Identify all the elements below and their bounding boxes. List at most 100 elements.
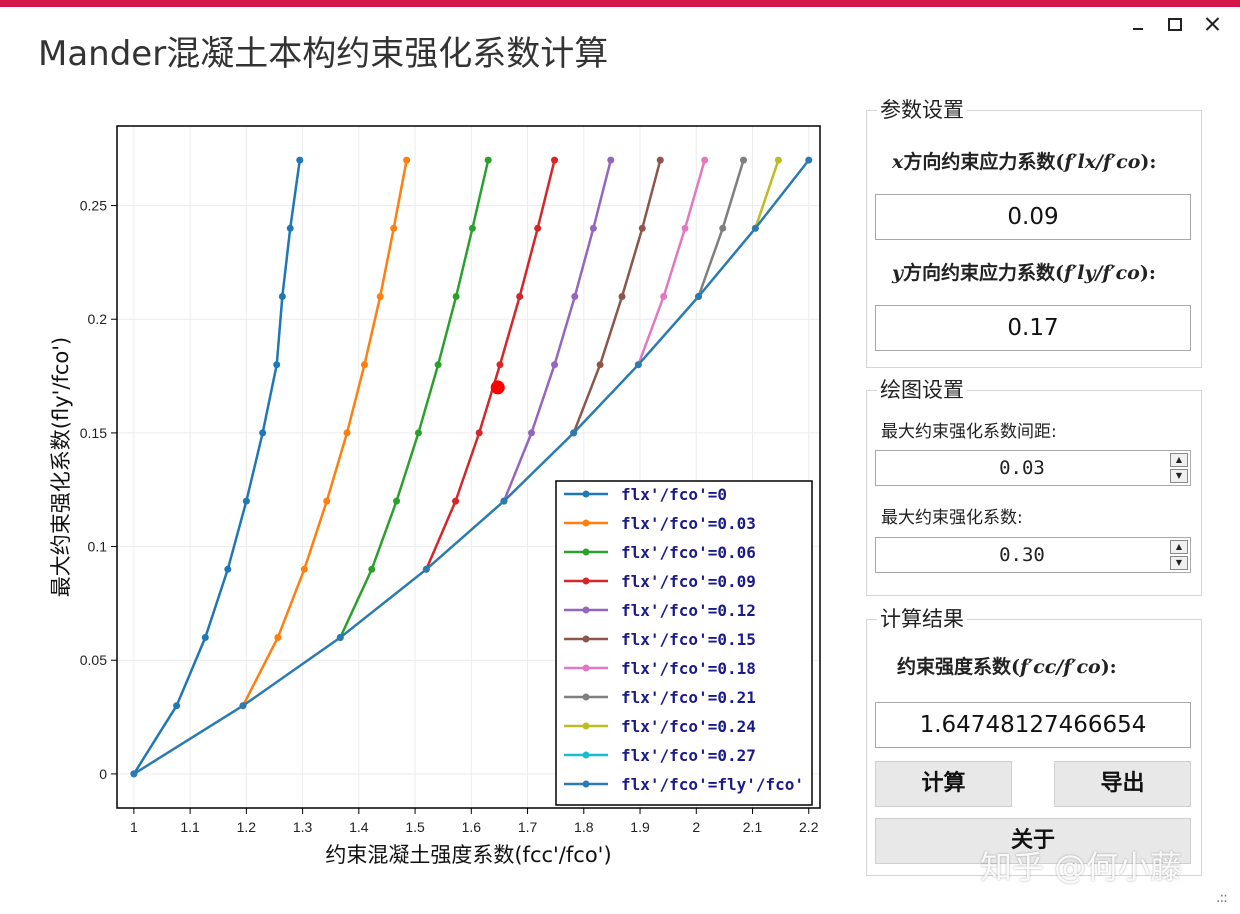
spacing-down-arrow-icon[interactable]: ▼ [1170, 469, 1188, 483]
legend-label: flx'/fco'=0.27 [621, 746, 756, 765]
spacing-label: 最大约束强化系数间距: [881, 422, 1057, 442]
x-coef-label: x方向约束应力系数(f′lx/f′co): [892, 151, 1157, 173]
export-button[interactable]: 导出 [1054, 761, 1191, 807]
series-point-6 [681, 224, 689, 232]
series-point-3 [496, 361, 504, 369]
minimize-icon[interactable] [1127, 12, 1151, 36]
series-point-10 [695, 293, 703, 300]
series-point-2 [393, 497, 401, 505]
max-down-arrow-icon[interactable]: ▼ [1170, 556, 1188, 570]
series-point-2 [452, 293, 460, 300]
spacing-stepper[interactable]: 0.03 ▲ ▼ [875, 450, 1191, 486]
legend-box [555, 480, 813, 806]
series-line-4 [502, 159, 612, 502]
series-point-0 [273, 361, 281, 369]
plot-frame [116, 125, 821, 809]
about-button[interactable]: 关于 [875, 818, 1191, 864]
series-point-10 [422, 565, 430, 573]
series-point-10 [634, 361, 642, 369]
legend-label: flx'/fco'=0.03 [621, 514, 756, 533]
series-point-2 [414, 429, 422, 437]
series-point-0 [242, 497, 250, 505]
x-tick-label: 2.1 [743, 819, 763, 835]
legend-label: flx'/fco'=0.18 [621, 659, 756, 678]
window-title: Mander混凝土本构约束强化系数计算 [38, 34, 609, 74]
series-point-10 [130, 770, 138, 778]
series-point-6 [701, 156, 709, 164]
series-point-1 [323, 497, 331, 505]
plot-settings-title: 绘图设置 [877, 377, 967, 403]
maximize-icon[interactable] [1163, 12, 1187, 36]
x-tick-label: 1 [130, 819, 138, 835]
x-tick-label: 1.7 [518, 819, 538, 835]
close-icon[interactable] [1201, 12, 1225, 36]
series-point-6 [660, 293, 668, 300]
series-point-8 [774, 156, 782, 164]
legend-label: flx'/fco'=fly'/fco' [621, 775, 804, 794]
confinement-chart: 1 1.1 1.2 1.3 1.4 1.5 1.6 1.7 1.8 1.9 2 2.1 2.2 0 0.05… [49, 125, 821, 867]
params-group-title: 参数设置 [877, 97, 967, 123]
resize-grip-icon[interactable]: .:: [1216, 890, 1228, 906]
plot-settings-group: 绘图设置 最大约束强化系数间距: 0.03 ▲ ▼ 最大约束强化系数: 0.30… [866, 377, 1202, 596]
series-point-10 [336, 634, 344, 641]
params-group: 参数设置 x方向约束应力系数(f′lx/f′co): 0.09 y方向约束应力系… [866, 97, 1202, 368]
series-point-0 [224, 565, 232, 573]
series-point-0 [286, 224, 294, 232]
x-coef-input[interactable]: 0.09 [875, 194, 1191, 240]
result-group: 计算结果 约束强度系数(f′cc/f′co): 1.64748127466654… [866, 606, 1202, 876]
highlight-point [490, 380, 505, 395]
legend-label: flx'/fco'=0 [621, 485, 727, 504]
legend-swatch-point [582, 519, 590, 527]
max-coef-stepper[interactable]: 0.30 ▲ ▼ [875, 537, 1191, 573]
x-tick-label: 1.6 [462, 819, 482, 835]
x-tick-label: 1.2 [237, 819, 257, 835]
series-point-2 [368, 565, 376, 573]
series-point-2 [468, 224, 476, 232]
y-tick-label: 0 [99, 766, 107, 782]
series-point-0 [259, 429, 267, 437]
series-point-10 [239, 702, 247, 710]
series-point-4 [607, 156, 615, 164]
result-group-title: 计算结果 [877, 606, 967, 632]
series-line-8 [754, 159, 780, 229]
series-line-3 [425, 159, 556, 570]
y-tick-label: 0.05 [80, 652, 107, 668]
legend-label: flx'/fco'=0.15 [621, 630, 756, 649]
watermark: 知乎 @何小藤 [980, 848, 1183, 886]
series-line-5 [572, 159, 662, 434]
y-axis-label: 最大约束强化系数(fly'/fco') [49, 337, 73, 597]
y-coef-input[interactable]: 0.17 [875, 305, 1191, 351]
series-point-1 [390, 224, 398, 232]
y-tick-label: 0.25 [80, 198, 107, 214]
calculate-button[interactable]: 计算 [875, 761, 1012, 807]
series-point-5 [638, 224, 646, 232]
legend-label: flx'/fco'=0.12 [621, 601, 756, 620]
legend-swatch-point [582, 751, 590, 759]
legend-swatch-point [582, 635, 590, 643]
series-point-3 [452, 497, 460, 505]
max-up-arrow-icon[interactable]: ▲ [1170, 540, 1188, 554]
result-value[interactable]: 1.64748127466654 [875, 702, 1191, 748]
spacing-value[interactable]: 0.03 [999, 457, 1045, 479]
series-line-10 [133, 159, 810, 775]
legend-label: flx'/fco'=0.09 [621, 572, 756, 591]
series-point-10 [751, 224, 759, 232]
x-tick-label: 1.5 [405, 819, 425, 835]
series-point-1 [403, 156, 411, 164]
spacing-up-arrow-icon[interactable]: ▲ [1170, 453, 1188, 467]
y-tick-label: 0.2 [88, 311, 108, 327]
series-point-1 [360, 361, 368, 369]
series-line-0 [132, 159, 302, 775]
legend-label: flx'/fco'=0.21 [621, 688, 756, 707]
series-point-3 [516, 293, 524, 300]
legend-swatch-point [582, 722, 590, 730]
series-point-4 [589, 224, 597, 232]
series-point-0 [173, 702, 181, 710]
y-tick-label: 0.15 [80, 425, 107, 441]
x-tick-label: 2.2 [799, 819, 819, 835]
series-point-10 [805, 156, 813, 164]
legend-swatch-point [582, 577, 590, 585]
x-tick-label: 1.4 [349, 819, 369, 835]
max-coef-value[interactable]: 0.30 [999, 544, 1045, 566]
series-point-1 [343, 429, 351, 437]
